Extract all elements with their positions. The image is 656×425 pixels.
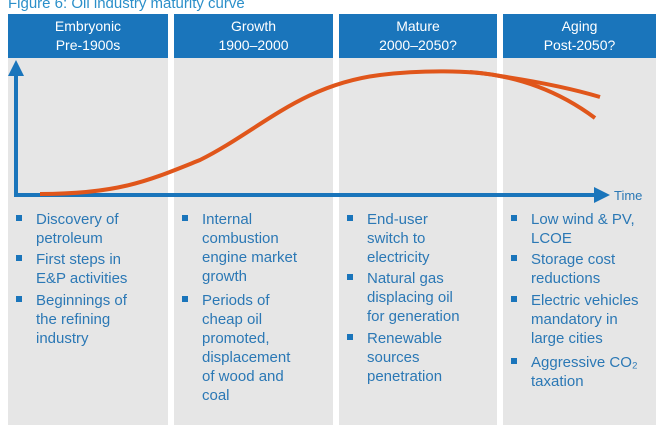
item-text: End-user bbox=[367, 211, 428, 228]
header-text: 1900–2000 bbox=[218, 37, 288, 53]
item-text: Low wind & PV, bbox=[531, 211, 635, 228]
header-text: Embryonic bbox=[55, 18, 121, 34]
item-text: for generation bbox=[367, 308, 460, 325]
column-header bbox=[503, 14, 656, 58]
column-bg bbox=[174, 58, 333, 425]
item-text: Internal bbox=[202, 211, 252, 228]
item-text: Discovery of bbox=[36, 211, 119, 228]
item-text: coal bbox=[202, 387, 230, 404]
item-text: Renewable bbox=[367, 330, 442, 347]
x-arrow bbox=[594, 187, 610, 203]
item-text: combustion bbox=[202, 230, 279, 247]
bullet bbox=[182, 296, 188, 302]
curve-lower bbox=[469, 70, 597, 120]
columns: Embryonic Pre-1900s Discovery of petroleum F… bbox=[8, 14, 656, 425]
bullet bbox=[347, 334, 353, 340]
item-text: mandatory in bbox=[531, 311, 618, 328]
item-text: taxation bbox=[531, 373, 584, 390]
bullet bbox=[16, 215, 22, 221]
curve-upper bbox=[39, 69, 601, 196]
item-text: industry bbox=[36, 330, 89, 347]
bullet bbox=[16, 255, 22, 261]
item-text: Electric vehicles bbox=[531, 292, 639, 309]
column-bg bbox=[8, 58, 168, 425]
header-text: Pre-1900s bbox=[56, 37, 121, 53]
column-bg bbox=[339, 58, 497, 425]
item-text: Periods of bbox=[202, 292, 270, 309]
column-header bbox=[339, 14, 497, 58]
column-header bbox=[8, 14, 168, 58]
bullet bbox=[511, 296, 517, 302]
item-text: sources bbox=[367, 349, 420, 366]
bullet bbox=[182, 215, 188, 221]
y-arrow bbox=[8, 60, 24, 76]
bullet bbox=[347, 274, 353, 280]
axis-label: Time bbox=[614, 188, 642, 203]
header-text: Growth bbox=[231, 18, 276, 34]
bullet bbox=[511, 358, 517, 364]
item-text: penetration bbox=[367, 368, 442, 385]
bullet bbox=[347, 215, 353, 221]
item-text: reductions bbox=[531, 270, 600, 287]
header-text: 2000–2050? bbox=[379, 37, 457, 53]
item-text: displacing oil bbox=[367, 289, 453, 306]
header-text: Mature bbox=[396, 18, 440, 34]
bullet bbox=[511, 215, 517, 221]
item-text: electricity bbox=[367, 249, 430, 266]
item-text: promoted, bbox=[202, 330, 270, 347]
item-text: LCOE bbox=[531, 230, 572, 247]
item-text: growth bbox=[202, 268, 247, 285]
header-text: Post-2050? bbox=[544, 37, 616, 53]
item-text: of wood and bbox=[202, 368, 284, 385]
item-text: Aggressive CO₂ bbox=[531, 354, 638, 371]
item-text: Storage cost bbox=[531, 251, 616, 268]
column-bg bbox=[503, 58, 656, 425]
item-text: E&P activities bbox=[36, 270, 127, 287]
item-text: Natural gas bbox=[367, 270, 444, 287]
item-text: engine market bbox=[202, 249, 298, 266]
item-text: displacement bbox=[202, 349, 291, 366]
item-text: First steps in bbox=[36, 251, 121, 268]
column-header bbox=[174, 14, 333, 58]
header-text: Aging bbox=[562, 18, 598, 34]
bullet bbox=[511, 255, 517, 261]
item-text: cheap oil bbox=[202, 311, 262, 328]
bullet bbox=[16, 296, 22, 302]
item-text: switch to bbox=[367, 230, 425, 247]
item-text: Beginnings of bbox=[36, 292, 128, 309]
figure-title: Figure 6: Oil industry maturity curve bbox=[8, 0, 245, 12]
item-text: large cities bbox=[531, 330, 603, 347]
item-text: petroleum bbox=[36, 230, 103, 247]
item-text: the refining bbox=[36, 311, 110, 328]
